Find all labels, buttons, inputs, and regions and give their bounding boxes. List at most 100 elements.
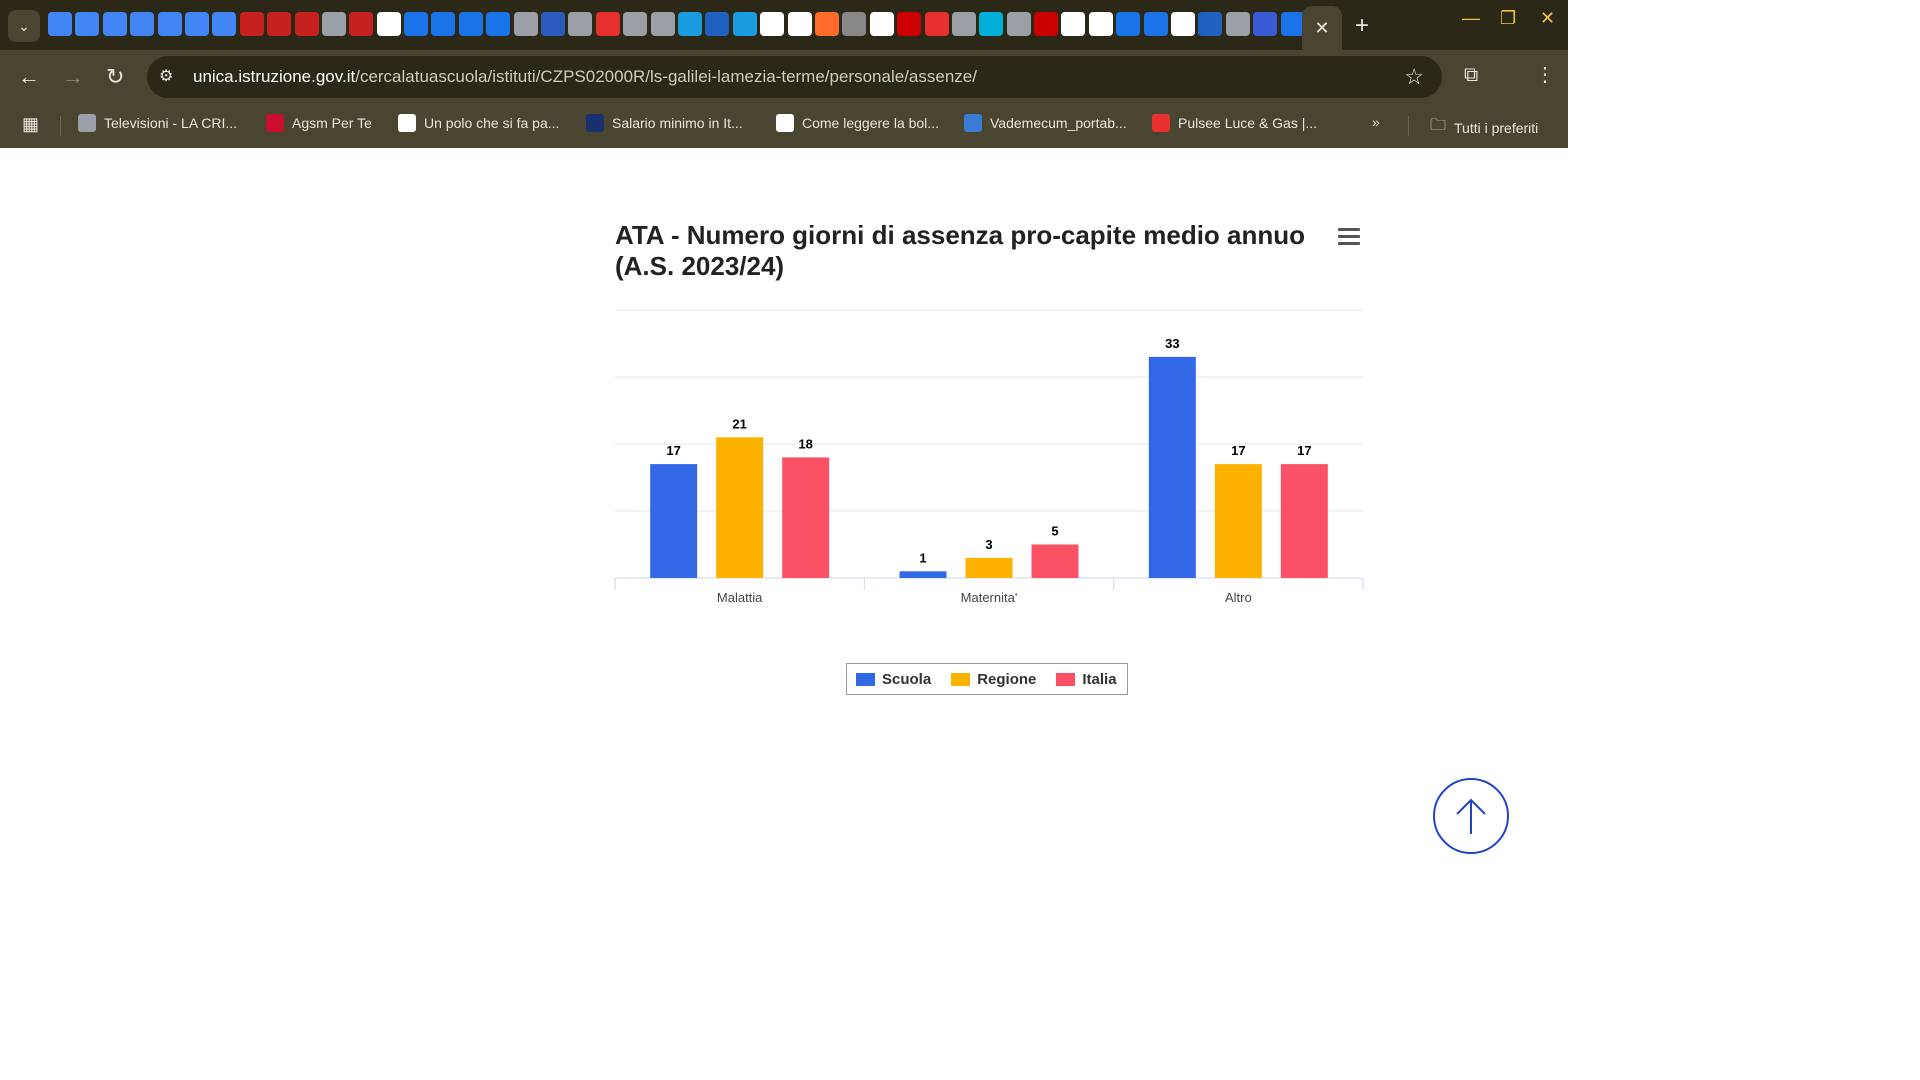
globe-icon xyxy=(78,114,96,132)
tab-favicon[interactable] xyxy=(1225,12,1250,36)
bookmark-item[interactable]: Agsm Per Te xyxy=(266,114,372,132)
tab-favicon[interactable] xyxy=(431,12,456,36)
tab-favicon[interactable] xyxy=(321,12,346,36)
bookmark-item[interactable]: Salario minimo in It... xyxy=(586,114,743,132)
extensions-icon[interactable]: ⧉ xyxy=(1464,64,1479,86)
address-bar[interactable]: ⚙ unica.istruzione.gov.it/cercalatuascuo… xyxy=(147,56,1442,98)
tab-favicon[interactable] xyxy=(814,12,839,36)
legend-item[interactable]: Italia xyxy=(1056,671,1117,688)
minimize-icon[interactable]: — xyxy=(1462,8,1480,28)
tab-search-button[interactable]: ⌄ xyxy=(8,10,40,42)
divider xyxy=(1408,116,1409,136)
tab-favicon[interactable] xyxy=(979,12,1004,36)
bar xyxy=(650,464,698,578)
tab-favicon[interactable] xyxy=(760,12,785,36)
tab-favicon[interactable] xyxy=(732,12,757,36)
tab-favicon[interactable] xyxy=(650,12,675,36)
legend-item[interactable]: Scuola xyxy=(856,671,931,688)
tab-favicon[interactable] xyxy=(513,12,538,36)
reload-icon[interactable]: ↻ xyxy=(106,64,125,89)
close-window-icon[interactable]: ✕ xyxy=(1540,8,1556,28)
site-settings-icon[interactable]: ⚙ xyxy=(159,68,174,85)
forward-icon[interactable]: → xyxy=(62,64,84,89)
data-label: 21 xyxy=(732,416,746,431)
tab-favicon[interactable] xyxy=(184,12,209,36)
tab-favicon[interactable] xyxy=(294,12,319,36)
apps-grid-icon[interactable]: ▦ xyxy=(22,114,40,134)
tab-favicon[interactable] xyxy=(102,12,127,36)
tab-favicon[interactable] xyxy=(48,12,72,36)
tab-favicon[interactable] xyxy=(376,12,401,36)
bookmark-item[interactable]: Vademecum_portab... xyxy=(964,114,1127,132)
data-label: 33 xyxy=(1165,336,1179,351)
bookmarks-overflow-button[interactable]: » xyxy=(1372,114,1380,130)
legend-label: Scuola xyxy=(882,670,932,688)
tab-favicon[interactable] xyxy=(568,12,593,36)
bookmark-star-icon[interactable]: ☆ xyxy=(1404,64,1424,89)
x-tick-label: Maternita' xyxy=(961,590,1018,605)
tab-favicon[interactable] xyxy=(239,12,264,36)
bookmark-item[interactable]: Televisioni - LA CRI... xyxy=(78,114,237,132)
restore-icon[interactable]: ❐ xyxy=(1500,8,1517,28)
tab-favicon[interactable] xyxy=(924,12,949,36)
tab-favicon[interactable] xyxy=(1061,12,1086,36)
tab-favicon[interactable] xyxy=(404,12,429,36)
tab-favicon[interactable] xyxy=(130,12,155,36)
tab-favicon[interactable] xyxy=(1034,12,1059,36)
url-text[interactable]: unica.istruzione.gov.it/cercalatuascuola… xyxy=(193,67,977,86)
tab-favicon[interactable] xyxy=(897,12,922,36)
tab-favicon[interactable] xyxy=(705,12,730,36)
tab-favicon[interactable] xyxy=(1253,12,1278,36)
tab-favicon[interactable] xyxy=(267,12,292,36)
all-bookmarks-button[interactable]: 🗀 Tutti i preferiti xyxy=(1430,114,1538,141)
tab-favicon[interactable] xyxy=(623,12,648,36)
tab-strip: ⌄ ✕ + — ❐ ✕ xyxy=(0,0,1568,50)
tab-favicon[interactable] xyxy=(1198,12,1223,36)
tab-favicon[interactable] xyxy=(1006,12,1031,36)
more-menu-icon[interactable]: ⋮ xyxy=(1535,64,1555,86)
new-tab-button[interactable]: + xyxy=(1355,12,1370,39)
tab-favicon[interactable] xyxy=(787,12,812,36)
am-logo-icon xyxy=(266,114,284,132)
tab-favicon[interactable] xyxy=(458,12,483,36)
tab-favicon[interactable] xyxy=(212,12,237,36)
bookmark-item[interactable]: Un polo che si fa pa... xyxy=(398,114,559,132)
tab-favicon[interactable] xyxy=(595,12,620,36)
bar xyxy=(782,457,830,578)
chart-legend: Scuola Regione Italia xyxy=(846,663,1128,695)
chart-menu-icon[interactable] xyxy=(1338,228,1360,246)
pulsee-icon xyxy=(1152,114,1170,132)
tab-favicon[interactable] xyxy=(951,12,976,36)
tab-favicon[interactable] xyxy=(1088,12,1113,36)
bar-chart: Malattia 17 21 18 Maternita' 1 3 5 Altro 33 17 17 xyxy=(614,309,1364,605)
data-label: 5 xyxy=(1051,524,1058,539)
legend-swatch xyxy=(951,672,971,686)
tab-favicon[interactable] xyxy=(1171,12,1196,36)
data-label: 18 xyxy=(798,436,812,451)
tab-favicon[interactable] xyxy=(842,12,867,36)
back-icon[interactable]: ← xyxy=(18,64,40,89)
tab-favicon[interactable] xyxy=(157,12,182,36)
data-label: 1 xyxy=(919,550,926,565)
tab-favicon[interactable] xyxy=(541,12,566,36)
bar xyxy=(899,571,947,578)
tab-favicon[interactable] xyxy=(869,12,894,36)
tab-favicon[interactable] xyxy=(75,12,100,36)
active-tab[interactable]: ✕ xyxy=(1302,6,1342,50)
scroll-to-top-button[interactable] xyxy=(1433,778,1509,854)
close-icon[interactable]: ✕ xyxy=(1314,17,1330,38)
tab-favicon[interactable] xyxy=(1280,12,1305,36)
tab-favicon[interactable] xyxy=(677,12,702,36)
r-logo-icon xyxy=(776,114,794,132)
tab-favicon[interactable] xyxy=(1143,12,1168,36)
tab-favicon[interactable] xyxy=(486,12,511,36)
legend-item[interactable]: Regione xyxy=(951,671,1036,688)
tab-favicon[interactable] xyxy=(1116,12,1141,36)
x-tick-label: Altro xyxy=(1225,590,1252,605)
bookmark-item[interactable]: Come leggere la bol... xyxy=(776,114,939,132)
data-label: 17 xyxy=(1231,443,1245,458)
legend-swatch xyxy=(1056,672,1076,686)
tab-favicon[interactable] xyxy=(349,12,374,36)
bookmark-item[interactable]: Pulsee Luce & Gas |... xyxy=(1152,114,1317,132)
bar xyxy=(965,557,1013,578)
